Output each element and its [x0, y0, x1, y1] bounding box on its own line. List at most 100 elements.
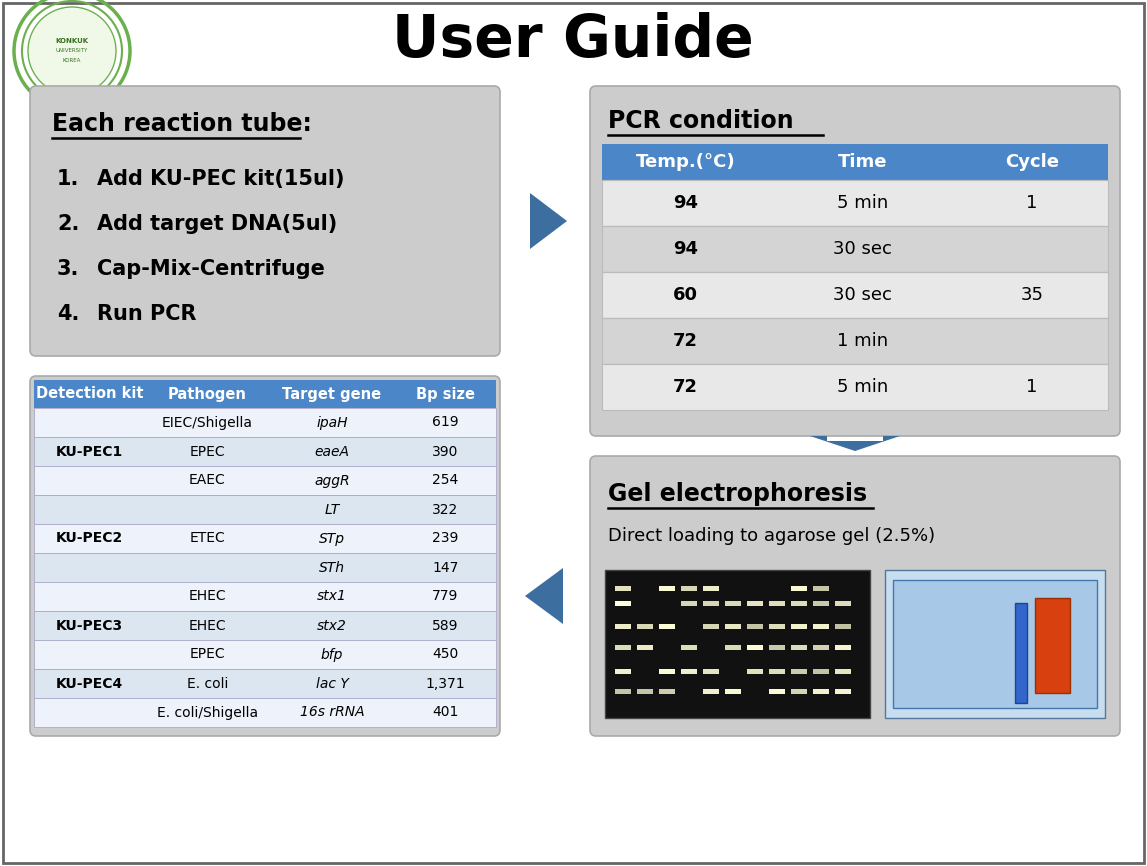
Text: 147: 147	[432, 560, 459, 574]
Bar	[894, 580, 1097, 708]
Bar	[813, 689, 829, 695]
Bar	[791, 645, 807, 650]
Text: 322: 322	[432, 502, 459, 516]
Text: STp: STp	[319, 532, 345, 546]
Bar	[835, 600, 851, 605]
Bar	[615, 689, 631, 695]
Text: Add KU-PEC kit(15ul): Add KU-PEC kit(15ul)	[97, 169, 344, 189]
Bar	[768, 645, 785, 650]
Bar	[34, 669, 496, 698]
Bar	[637, 624, 653, 630]
Text: EIEC/Shigella: EIEC/Shigella	[162, 416, 252, 430]
Circle shape	[29, 8, 115, 94]
Text: PCR condition: PCR condition	[608, 109, 794, 133]
Bar	[813, 645, 829, 650]
Bar	[791, 669, 807, 674]
Text: aggR: aggR	[314, 474, 350, 488]
Bar	[602, 226, 1108, 272]
Bar	[615, 600, 631, 605]
Bar	[725, 624, 741, 630]
Text: Run PCR: Run PCR	[97, 304, 196, 324]
Text: 779: 779	[432, 590, 459, 604]
Text: LT: LT	[325, 502, 340, 516]
Text: 72: 72	[673, 332, 699, 350]
Bar	[34, 582, 496, 611]
Text: Add target DNA(5ul): Add target DNA(5ul)	[97, 214, 337, 234]
Text: KU-PEC1: KU-PEC1	[56, 444, 123, 458]
Text: UNIVERSITY: UNIVERSITY	[56, 48, 88, 54]
Text: 30 sec: 30 sec	[833, 286, 892, 304]
Text: EHEC: EHEC	[188, 590, 226, 604]
Bar	[660, 689, 674, 695]
Bar	[703, 669, 719, 674]
Bar	[615, 645, 631, 650]
Bar	[725, 645, 741, 650]
Bar	[835, 645, 851, 650]
Text: Cap-Mix-Centrifuge: Cap-Mix-Centrifuge	[97, 259, 325, 279]
Bar	[637, 689, 653, 695]
Text: Temp.(°C): Temp.(°C)	[635, 153, 735, 171]
Bar	[813, 624, 829, 630]
Bar	[1035, 598, 1070, 693]
Bar	[885, 570, 1105, 718]
Text: stx2: stx2	[317, 618, 346, 632]
Text: 5 min: 5 min	[837, 378, 888, 396]
Text: 60: 60	[673, 286, 699, 304]
Text: User Guide: User Guide	[392, 12, 754, 69]
Text: 1: 1	[1027, 378, 1038, 396]
Bar	[34, 437, 496, 466]
Bar	[768, 600, 785, 605]
Text: 1,371: 1,371	[426, 676, 465, 690]
Bar	[615, 585, 631, 591]
Bar	[660, 585, 674, 591]
Text: Pathogen: Pathogen	[167, 386, 247, 402]
Bar	[681, 585, 697, 591]
FancyBboxPatch shape	[590, 86, 1119, 436]
Text: STh: STh	[319, 560, 345, 574]
Bar	[725, 689, 741, 695]
Bar	[602, 364, 1108, 410]
Bar	[34, 553, 496, 582]
Text: stx1: stx1	[317, 590, 346, 604]
Bar	[34, 495, 496, 524]
Bar	[34, 524, 496, 553]
Bar	[768, 624, 785, 630]
Bar	[703, 585, 719, 591]
Bar	[34, 698, 496, 727]
Text: KU-PEC2: KU-PEC2	[56, 532, 123, 546]
Bar	[725, 600, 741, 605]
Polygon shape	[525, 568, 563, 624]
Text: 5 min: 5 min	[837, 194, 888, 212]
Text: 450: 450	[432, 648, 459, 662]
FancyBboxPatch shape	[590, 456, 1119, 736]
Bar	[34, 380, 496, 408]
Text: 619: 619	[432, 416, 459, 430]
Bar	[34, 408, 496, 437]
Text: KONKUK: KONKUK	[55, 38, 88, 44]
Text: 2.: 2.	[57, 214, 79, 234]
Polygon shape	[810, 436, 900, 451]
Bar	[703, 600, 719, 605]
Bar	[602, 272, 1108, 318]
Text: Each reaction tube:: Each reaction tube:	[52, 112, 312, 136]
Text: 1 min: 1 min	[837, 332, 888, 350]
Text: EPEC: EPEC	[189, 648, 225, 662]
Text: 94: 94	[673, 194, 699, 212]
Text: 16s rRNA: 16s rRNA	[299, 706, 365, 720]
Bar	[681, 645, 697, 650]
Text: eaeA: eaeA	[314, 444, 350, 458]
Bar	[602, 144, 1108, 180]
Bar	[747, 645, 763, 650]
Text: KOREA: KOREA	[63, 57, 81, 62]
Bar	[660, 669, 674, 674]
Bar	[703, 689, 719, 695]
Bar	[747, 669, 763, 674]
Bar	[1015, 603, 1027, 703]
Bar	[791, 600, 807, 605]
Bar	[791, 689, 807, 695]
Bar	[34, 466, 496, 495]
Bar	[660, 624, 674, 630]
Bar	[615, 669, 631, 674]
Bar	[703, 624, 719, 630]
Bar	[835, 669, 851, 674]
